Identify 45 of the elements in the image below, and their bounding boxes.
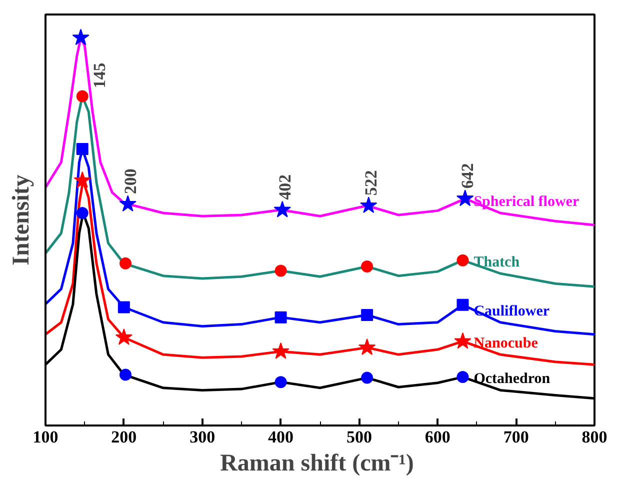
x-tick-label: 300 — [190, 428, 216, 446]
point — [456, 190, 474, 206]
x-tick-label: 800 — [582, 428, 608, 446]
x-tick-label: 100 — [32, 428, 58, 446]
series-label: Cauliflower — [474, 303, 550, 320]
point — [456, 254, 469, 266]
point — [274, 264, 287, 277]
point — [115, 328, 133, 345]
x-tick-label: 200 — [111, 428, 137, 446]
point — [360, 196, 378, 214]
annotation: 642 — [458, 163, 478, 189]
point — [274, 376, 287, 388]
series-label: Thatch — [474, 254, 520, 271]
point — [76, 207, 88, 220]
point — [274, 311, 287, 324]
series-label: Spherical flower — [474, 194, 580, 210]
x-tick-label: 400 — [268, 428, 294, 446]
point — [76, 90, 88, 102]
series-label: Nanocube — [474, 336, 538, 352]
annotation: 145 — [90, 62, 109, 88]
x-tick-label: 700 — [503, 428, 529, 446]
x-tick-label: 500 — [346, 428, 372, 446]
point — [119, 257, 132, 270]
annotation: 522 — [362, 170, 381, 196]
point — [358, 338, 376, 355]
annotation: 402 — [275, 174, 294, 200]
y-axis-title: Intensity — [8, 174, 34, 266]
point — [119, 195, 136, 212]
point — [274, 200, 291, 218]
point — [456, 298, 469, 311]
point — [454, 332, 472, 349]
point — [72, 28, 90, 46]
point — [119, 368, 132, 381]
series-label: Octahedron — [474, 371, 551, 388]
point — [361, 372, 374, 384]
annotation: 200 — [120, 168, 140, 194]
point — [456, 371, 469, 384]
point — [361, 260, 374, 273]
point — [74, 171, 91, 188]
x-axis-title: Raman shift (cm⁻¹) — [220, 450, 414, 476]
point — [272, 342, 290, 359]
point — [76, 143, 88, 156]
x-tick-label: 600 — [424, 428, 450, 446]
point — [361, 308, 374, 321]
point — [118, 301, 130, 314]
